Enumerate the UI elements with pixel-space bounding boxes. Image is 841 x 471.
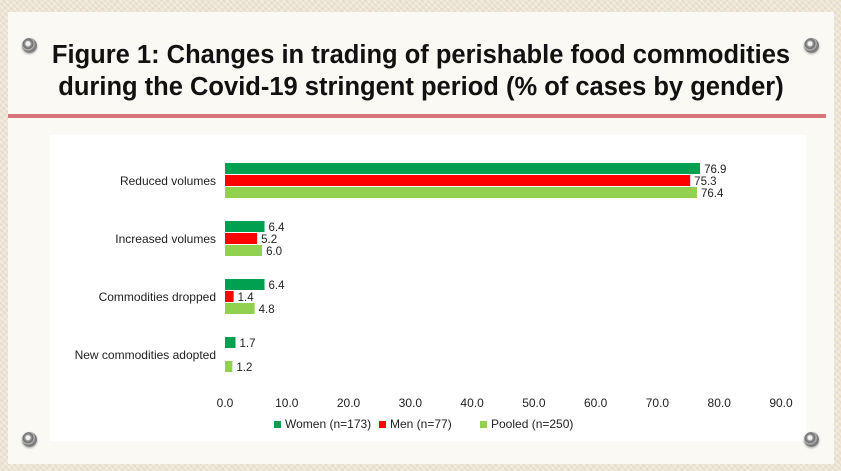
figure-title: Figure 1: Changes in trading of perishab… [8, 39, 834, 103]
pin-icon [804, 432, 819, 447]
x-tick-label: 90.0 [769, 396, 793, 410]
data-label: 6.4 [269, 280, 286, 292]
data-label: 1.4 [238, 292, 255, 304]
legend-swatch [379, 421, 386, 428]
x-tick-label: 80.0 [708, 396, 732, 410]
pin-icon [22, 38, 37, 53]
pin-icon [804, 38, 819, 53]
bar-chart: Reduced volumes 76.975.376.4 Increased vol… [75, 163, 793, 431]
legend-label: Men (n=77) [390, 417, 452, 431]
legend-swatch [480, 421, 487, 428]
title-line-1: Figure 1: Changes in trading of perishab… [51, 41, 791, 69]
x-tick-label: 60.0 [584, 396, 608, 410]
data-label: 6.4 [269, 222, 286, 234]
data-label: 5.2 [261, 234, 277, 246]
data-label: 1.7 [240, 338, 256, 350]
bar [225, 361, 233, 372]
chart-panel: Reduced volumes 76.9 75.3 76.4 Increased vol… [50, 135, 806, 441]
x-tick-label: 0.0 [217, 396, 234, 410]
pin-icon [22, 432, 37, 447]
bar [225, 233, 258, 244]
bar [225, 187, 697, 198]
bar [225, 245, 263, 256]
legend-label: Pooled (n=250) [491, 417, 573, 431]
x-tick-label: 30.0 [399, 396, 423, 410]
data-label: 76.4 [701, 188, 724, 200]
title-divider [8, 114, 826, 118]
category-label: Reduced volumes [120, 174, 216, 188]
bar [225, 175, 691, 186]
data-label: 75.3 [694, 176, 716, 188]
x-tick-label: 70.0 [646, 396, 670, 410]
x-tick-label: 40.0 [460, 396, 484, 410]
legend-label: Women (n=173) [285, 417, 371, 431]
bar [225, 291, 234, 302]
title-line-2: during the Covid-19 stringent period (% … [58, 73, 784, 101]
data-label: 1.2 [236, 362, 252, 374]
bar [225, 279, 265, 290]
x-tick-label: 20.0 [337, 396, 361, 410]
bar [225, 221, 265, 232]
x-tick-label: 10.0 [275, 396, 299, 410]
x-tick-label: 50.0 [522, 396, 546, 410]
data-label: 6.0 [266, 246, 282, 258]
bar [225, 303, 255, 314]
bar [225, 163, 701, 174]
bar [225, 337, 236, 348]
data-label: 76.9 [704, 164, 726, 176]
legend-swatch [274, 421, 281, 428]
slide: Figure 1: Changes in trading of perishab… [8, 12, 834, 464]
category-label: Commodities dropped [99, 290, 216, 304]
category-label: Increased volumes [115, 232, 216, 246]
data-label: 4.8 [259, 304, 275, 316]
category-label: New commodities adopted [75, 348, 216, 362]
